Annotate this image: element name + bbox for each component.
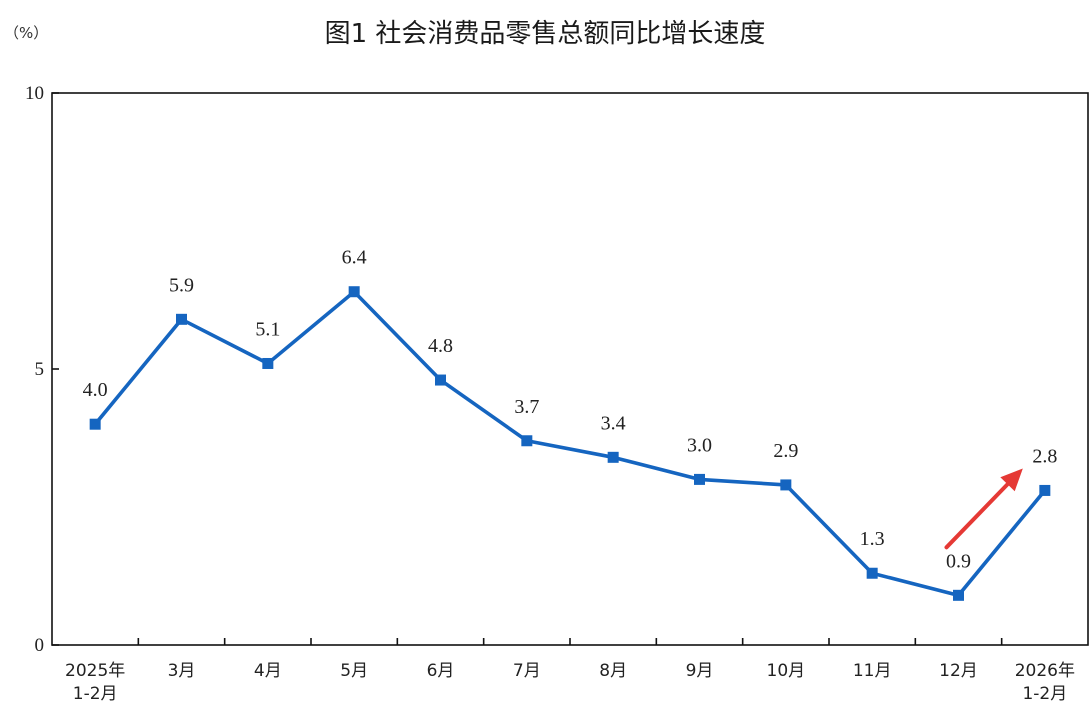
data-label: 2.8 bbox=[1032, 445, 1057, 467]
y-tick-label: 10 bbox=[25, 83, 44, 104]
data-point-marker bbox=[89, 418, 101, 430]
data-point-marker bbox=[866, 567, 878, 579]
x-tick-label: 6月 bbox=[427, 661, 455, 681]
data-point-marker bbox=[262, 357, 274, 369]
data-point-marker bbox=[780, 479, 792, 491]
data-label: 4.0 bbox=[83, 379, 108, 401]
data-label: 0.9 bbox=[946, 550, 971, 572]
y-axis-ticks: 0 5 10 bbox=[25, 83, 59, 656]
data-label: 5.9 bbox=[169, 274, 194, 296]
data-label: 6.4 bbox=[342, 247, 367, 269]
chart-title: 图1 社会消费品零售总额同比增长速度 bbox=[325, 19, 766, 49]
x-tick-label: 12月 bbox=[939, 661, 978, 681]
plot-frame bbox=[51, 92, 1089, 646]
x-tick-label: 2026年 1-2月 bbox=[1015, 661, 1075, 704]
data-label: 3.4 bbox=[601, 412, 626, 434]
x-tick-label: 7月 bbox=[513, 661, 541, 681]
data-label: 4.8 bbox=[428, 335, 453, 357]
y-tick-label: 5 bbox=[35, 359, 45, 380]
annotation-arrow-shaft bbox=[944, 482, 1010, 550]
data-label: 1.3 bbox=[860, 528, 885, 550]
data-label: 5.1 bbox=[255, 318, 280, 340]
x-tick-label: 4月 bbox=[254, 661, 282, 681]
y-unit-label: （%） bbox=[4, 24, 48, 42]
x-tick-label: 8月 bbox=[599, 661, 627, 681]
x-tick-label: 3月 bbox=[168, 661, 196, 681]
y-tick-label: 0 bbox=[35, 635, 45, 656]
data-point-marker bbox=[694, 473, 705, 485]
data-point-marker bbox=[435, 374, 446, 386]
data-point-marker bbox=[1039, 484, 1051, 496]
x-axis-ticks: 2025年 1-2月 3月 4月 5月 6月 7月 8月 9月 10月 11月 12月 2026年 1-2… bbox=[65, 638, 1075, 704]
data-label: 3.7 bbox=[514, 396, 539, 418]
x-tick-label: 5月 bbox=[340, 661, 368, 681]
annotation-arrow-icon bbox=[944, 468, 1023, 550]
data-point-marker bbox=[521, 435, 533, 447]
x-tick-label: 2025年 1-2月 bbox=[65, 661, 125, 704]
data-point-marker bbox=[953, 589, 964, 601]
data-point-marker bbox=[348, 286, 360, 298]
annotation-arrow-head bbox=[1000, 468, 1023, 492]
data-point-marker bbox=[176, 313, 187, 325]
series-line-group bbox=[89, 286, 1051, 601]
x-tick-label: 10月 bbox=[767, 661, 806, 681]
data-label: 2.9 bbox=[773, 440, 798, 462]
data-label: 3.0 bbox=[687, 434, 712, 456]
data-labels: 4.0 5.9 5.1 6.4 4.8 3.7 3.4 3.0 2.9 1.3 0.9 2.8 bbox=[83, 247, 1058, 573]
x-tick-label: 9月 bbox=[686, 661, 714, 681]
data-point-marker bbox=[607, 451, 619, 463]
series-line bbox=[93, 289, 1047, 598]
x-tick-label: 11月 bbox=[853, 661, 892, 681]
